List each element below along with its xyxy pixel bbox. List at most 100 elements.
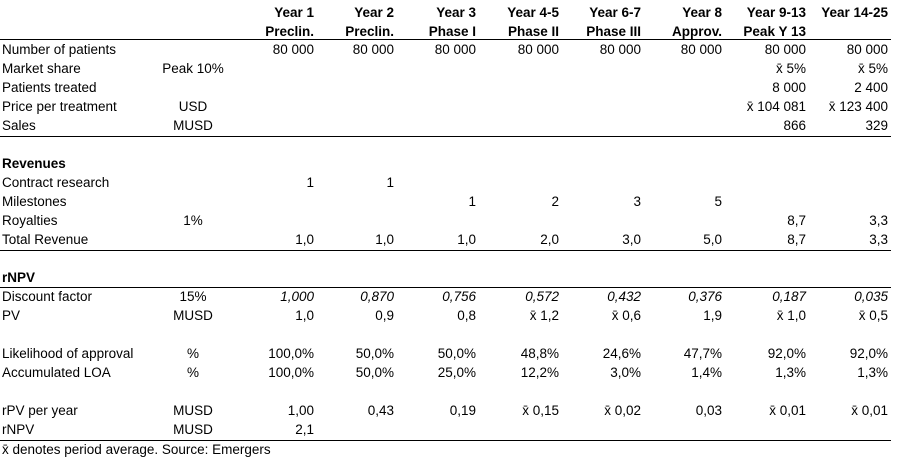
row-label: rNPV bbox=[2, 422, 35, 437]
table-cell: 3,0% bbox=[610, 365, 641, 380]
column-header-line2: Preclin. bbox=[265, 24, 314, 39]
table-cell: 0,9 bbox=[375, 308, 394, 323]
table-cell: x̄ 0,6 bbox=[611, 308, 641, 323]
table-cell: 25,0% bbox=[437, 365, 476, 380]
table-cell: 92,0% bbox=[849, 346, 888, 361]
table-cell: 1 bbox=[386, 175, 394, 190]
row-unit: USD bbox=[178, 99, 208, 114]
row-label: Contract research bbox=[2, 175, 110, 190]
row-label: Milestones bbox=[2, 194, 67, 209]
table-cell: x̄ 0,01 bbox=[769, 403, 806, 418]
row-unit: MUSD bbox=[173, 308, 213, 323]
table-cell: 866 bbox=[783, 118, 806, 133]
table-cell: x̄ 0,02 bbox=[604, 403, 641, 418]
header-divider bbox=[0, 39, 891, 40]
row-unit: % bbox=[186, 346, 199, 361]
table-cell: 329 bbox=[865, 118, 888, 133]
table-cell: 0,870 bbox=[360, 289, 394, 304]
row-unit: MUSD bbox=[173, 422, 213, 437]
table-cell: x̄ 1,0 bbox=[776, 308, 806, 323]
row-label: Sales bbox=[2, 118, 36, 133]
table-cell: x̄ 5% bbox=[857, 61, 888, 76]
row-label: Likelihood of approval bbox=[2, 346, 134, 361]
table-cell: 80 000 bbox=[517, 42, 559, 57]
column-header-line1: Year 2 bbox=[354, 5, 394, 20]
table-cell: 80 000 bbox=[272, 42, 314, 57]
table-cell: 3 bbox=[633, 194, 641, 209]
table-cell: 2 bbox=[551, 194, 559, 209]
table-cell: 1,4% bbox=[691, 365, 722, 380]
table-cell: x̄ 104 081 bbox=[746, 99, 806, 114]
table-cell: 1,3% bbox=[857, 365, 888, 380]
table-cell: 8,7 bbox=[787, 213, 806, 228]
column-header-line2: Phase I bbox=[428, 24, 476, 39]
table-cell: 48,8% bbox=[520, 346, 559, 361]
section-divider bbox=[0, 287, 891, 288]
table-cell: 8,7 bbox=[787, 232, 806, 247]
table-cell: x̄ 5% bbox=[775, 61, 806, 76]
table-cell: 1,000 bbox=[280, 289, 314, 304]
row-label: rPV per year bbox=[2, 403, 78, 418]
table-cell: 2 400 bbox=[854, 80, 888, 95]
row-label: rNPV bbox=[2, 270, 36, 285]
table-cell: 1,0 bbox=[295, 232, 314, 247]
row-label: Patients treated bbox=[2, 80, 97, 95]
table-cell: 1 bbox=[306, 175, 314, 190]
table-cell: 0,187 bbox=[772, 289, 806, 304]
table-cell: x̄ 0,01 bbox=[851, 403, 888, 418]
table-cell: 80 000 bbox=[764, 42, 806, 57]
table-cell: 80 000 bbox=[434, 42, 476, 57]
table-cell: 1,0 bbox=[457, 232, 476, 247]
column-header-line2: Approv. bbox=[672, 24, 722, 39]
row-label: Revenues bbox=[2, 156, 66, 171]
table-cell: 1,3% bbox=[775, 365, 806, 380]
table-cell: 3,3 bbox=[869, 213, 888, 228]
table-cell: 0,03 bbox=[695, 403, 722, 418]
column-header-line2: Phase II bbox=[507, 24, 559, 39]
column-header-line2: Peak Y 13 bbox=[743, 24, 806, 39]
row-label: Total Revenue bbox=[2, 232, 89, 247]
table-cell: 1,9 bbox=[703, 308, 722, 323]
table-cell: 5,0 bbox=[703, 232, 722, 247]
row-unit: 1% bbox=[183, 213, 203, 228]
table-cell: x̄ 0,5 bbox=[858, 308, 888, 323]
table-cell: 50,0% bbox=[355, 365, 394, 380]
row-label: Number of patients bbox=[2, 42, 117, 57]
table-cell: 3,0 bbox=[622, 232, 641, 247]
row-unit: 15% bbox=[179, 289, 207, 304]
row-unit: Peak 10% bbox=[162, 61, 224, 76]
table-cell: 50,0% bbox=[355, 346, 394, 361]
table-cell: 0,035 bbox=[854, 289, 888, 304]
table-cell: 8 000 bbox=[772, 80, 806, 95]
column-header-line1: Year 3 bbox=[436, 5, 476, 20]
table-cell: x̄ 1,2 bbox=[529, 308, 559, 323]
table-cell: x̄ 123 400 bbox=[828, 99, 888, 114]
row-label: Accumulated LOA bbox=[2, 365, 111, 380]
footnote: x̄ denotes period average. Source: Emerg… bbox=[2, 442, 271, 457]
table-cell: 5 bbox=[714, 194, 722, 209]
table-cell: 1,0 bbox=[295, 308, 314, 323]
column-header-line1: Year 6-7 bbox=[589, 5, 641, 20]
table-cell: 3,3 bbox=[869, 232, 888, 247]
table-cell: 24,6% bbox=[602, 346, 641, 361]
section-divider bbox=[0, 250, 891, 251]
table-cell: 0,376 bbox=[688, 289, 722, 304]
table-cell: 1 bbox=[468, 194, 476, 209]
row-unit: MUSD bbox=[173, 118, 213, 133]
table-cell: 80 000 bbox=[599, 42, 641, 57]
row-label: Price per treatment bbox=[2, 99, 117, 114]
table-cell: 50,0% bbox=[437, 346, 476, 361]
table-cell: 2,1 bbox=[295, 422, 314, 437]
table-cell: 80 000 bbox=[680, 42, 722, 57]
column-header-line1: Year 14-25 bbox=[821, 5, 888, 20]
table-cell: 92,0% bbox=[767, 346, 806, 361]
row-label: Royalties bbox=[2, 213, 58, 228]
footer-divider bbox=[0, 440, 891, 441]
table-cell: 100,0% bbox=[268, 346, 314, 361]
row-label: PV bbox=[2, 308, 21, 323]
table-cell: 47,7% bbox=[683, 346, 722, 361]
table-cell: 1,0 bbox=[375, 232, 394, 247]
table-cell: 0,432 bbox=[607, 289, 641, 304]
table-cell: 80 000 bbox=[846, 42, 888, 57]
section-divider bbox=[0, 136, 891, 137]
